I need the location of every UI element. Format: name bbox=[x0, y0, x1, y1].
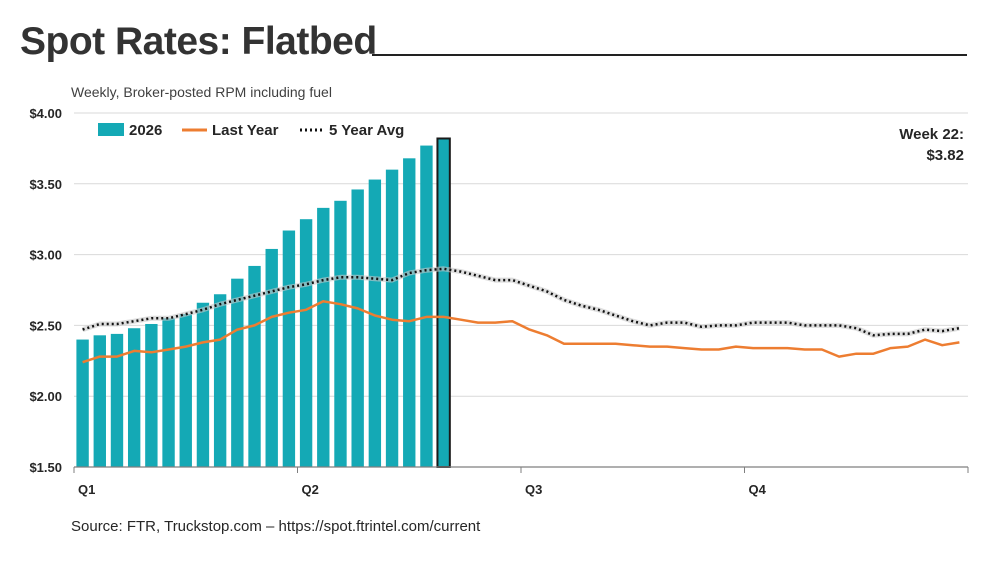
y-tick-label: $3.00 bbox=[29, 248, 62, 263]
bar bbox=[248, 265, 261, 467]
avg-line-shadow bbox=[81, 266, 960, 338]
y-tick-label: $2.00 bbox=[29, 389, 62, 404]
legend-swatch-2026 bbox=[98, 123, 124, 136]
bar bbox=[403, 158, 416, 467]
source-note: Source: FTR, Truckstop.com – https://spo… bbox=[71, 518, 481, 535]
y-tick-label: $2.50 bbox=[29, 318, 62, 333]
bar bbox=[76, 339, 89, 467]
x-tick-label: Q2 bbox=[302, 482, 319, 497]
y-tick-label: $4.00 bbox=[29, 106, 62, 121]
bar bbox=[368, 179, 382, 467]
bar bbox=[282, 230, 296, 467]
legend-label-last-year: Last Year bbox=[212, 122, 279, 139]
current-week-callout: Week 22: $3.82 bbox=[899, 124, 964, 166]
bar bbox=[385, 169, 399, 467]
y-tick-label: $1.50 bbox=[29, 460, 62, 475]
bar bbox=[196, 302, 210, 467]
legend-label-5yr-avg: 5 Year Avg bbox=[329, 122, 404, 139]
legend: 2026 Last Year 5 Year Avg bbox=[98, 122, 404, 139]
page-title: Spot Rates: Flatbed bbox=[20, 20, 377, 63]
bar bbox=[351, 189, 364, 468]
callout-week: Week 22: bbox=[899, 126, 964, 143]
bars-2026 bbox=[76, 137, 451, 468]
bar bbox=[110, 333, 124, 467]
bar bbox=[317, 207, 330, 467]
bar bbox=[213, 294, 227, 467]
bar bbox=[265, 248, 278, 467]
x-tick-label: Q4 bbox=[749, 482, 767, 497]
callout-value: $3.82 bbox=[926, 147, 964, 164]
bar bbox=[93, 335, 106, 467]
y-tick-label: $3.50 bbox=[29, 177, 62, 192]
legend-label-2026: 2026 bbox=[129, 122, 162, 139]
bar bbox=[127, 328, 141, 467]
last-year-line bbox=[82, 300, 960, 364]
chart-subtitle: Weekly, Broker-posted RPM including fuel bbox=[71, 84, 332, 100]
bar bbox=[231, 278, 244, 467]
bar bbox=[179, 314, 192, 467]
bar bbox=[145, 323, 158, 467]
series-lines bbox=[81, 266, 960, 364]
title-underline bbox=[372, 54, 967, 56]
bar bbox=[162, 318, 175, 467]
x-tick-label: Q3 bbox=[525, 482, 542, 497]
bar bbox=[334, 200, 347, 468]
x-tick-label: Q1 bbox=[78, 482, 95, 497]
bar bbox=[420, 145, 433, 467]
bar bbox=[299, 219, 313, 467]
bar-current-week bbox=[436, 137, 451, 468]
axes: $1.50 $2.00 $2.50 $3.00 $3.50 $4.00 Q1 Q2 Q3 Q4 bbox=[29, 106, 969, 497]
